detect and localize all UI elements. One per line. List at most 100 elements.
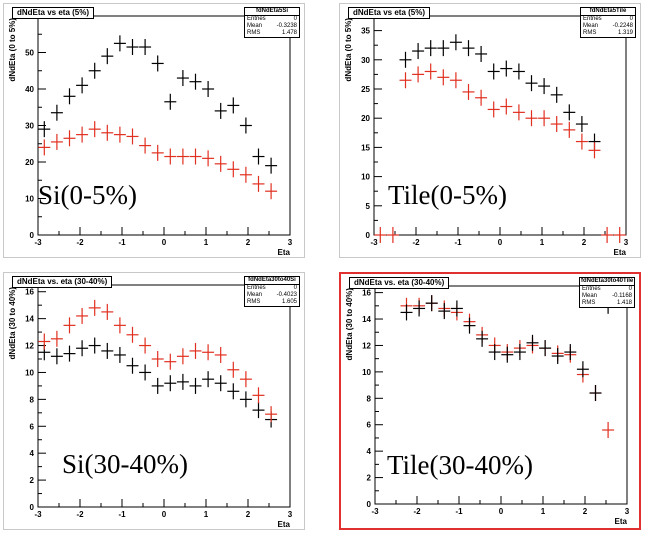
data-point — [374, 227, 387, 243]
data-point — [449, 72, 462, 89]
y-tick-label: 10 — [25, 195, 34, 204]
data-point — [501, 346, 514, 363]
data-point — [551, 348, 564, 365]
stats-mean-label: Mean — [247, 292, 263, 298]
y-tick-label: 5 — [366, 202, 371, 211]
data-point — [613, 227, 626, 243]
data-point — [176, 373, 189, 390]
x-tick-label: 1 — [204, 510, 209, 519]
data-point — [38, 121, 51, 138]
stats-entries-label: Entries — [583, 16, 602, 22]
data-point — [601, 227, 614, 243]
y-tick-label: 16 — [25, 288, 34, 297]
data-point — [463, 317, 476, 334]
stats-name: fdNdEta30to40Tile — [580, 278, 634, 286]
data-point — [88, 62, 101, 79]
plot-title: dNdEta vs eta (5%) — [348, 7, 431, 19]
y-tick-label: 4 — [30, 449, 35, 458]
plot-pad-si-0-5: -3 -2 -1 0 1 2 3 0 10 20 30 40 50 Eta dNdEta (0 to 5%)… — [3, 3, 305, 258]
plot-big-label: Tile(30-40%) — [387, 450, 533, 480]
data-point — [252, 175, 265, 192]
y-tick-label: 8 — [30, 395, 35, 404]
data-point — [227, 161, 240, 178]
data-point — [563, 104, 576, 121]
data-point — [476, 330, 489, 347]
data-point — [101, 48, 114, 65]
plot-pad-si-30-40: -3 -2 -1 0 1 2 3 0 2 4 6 8 10 12 14 16 Eta dNdEta (30 to … — [3, 272, 305, 530]
y-tick-label: 6 — [30, 422, 35, 431]
data-point — [202, 371, 215, 388]
data-point — [602, 422, 615, 439]
stats-box: fdNdEta5Si Entries 0 Mean -0.3238 RMS 1.478 — [244, 7, 300, 38]
data-point — [139, 364, 152, 381]
y-tick-label: 10 — [362, 368, 371, 377]
data-point — [189, 148, 202, 165]
data-point — [525, 75, 538, 92]
data-point — [214, 155, 227, 172]
y-tick-label: 30 — [25, 122, 34, 131]
stats-entries-label: Entries — [582, 286, 601, 292]
stats-name: fdNdEta5Tile — [581, 8, 635, 16]
x-tick-label: 2 — [582, 238, 587, 247]
x-tick-label: 1 — [541, 507, 546, 516]
data-point — [50, 104, 63, 121]
stats-mean: -0.3238 — [276, 23, 297, 29]
stats-mean-label: Mean — [247, 23, 263, 29]
data-point — [227, 97, 240, 114]
data-point — [38, 139, 51, 156]
data-point — [450, 300, 463, 317]
data-point — [386, 227, 399, 243]
data-point — [265, 157, 278, 174]
data-point — [239, 117, 252, 134]
y-axis-title: dNdEta (30 to 40%) — [8, 287, 17, 360]
stats-rms: 1.478 — [281, 30, 297, 36]
data-point — [189, 73, 202, 90]
data-point — [438, 303, 451, 320]
data-point — [424, 40, 437, 57]
data-point — [588, 142, 601, 159]
data-point — [113, 346, 126, 363]
y-tick-label: 20 — [361, 114, 370, 123]
data-point — [76, 307, 89, 324]
data-point — [563, 121, 576, 138]
data-point — [437, 40, 450, 57]
y-tick-label: 14 — [362, 315, 371, 324]
x-tick-label: -2 — [76, 510, 84, 519]
x-tick-label: -1 — [118, 510, 126, 519]
data-point — [239, 371, 252, 388]
stats-rms-label: RMS — [582, 300, 596, 306]
data-point — [412, 66, 425, 83]
x-tick-label: -1 — [455, 507, 463, 516]
data-point — [252, 148, 265, 165]
data-point — [76, 77, 89, 94]
stats-mean-label: Mean — [583, 23, 599, 29]
data-point — [88, 337, 101, 354]
x-tick-label: 1 — [204, 238, 209, 247]
stats-entries: 0 — [629, 16, 633, 22]
data-point — [449, 34, 462, 51]
data-point — [88, 299, 101, 316]
data-point — [176, 148, 189, 165]
x-tick-label: 0 — [499, 507, 504, 516]
data-point — [399, 72, 412, 89]
y-axis-title: dNdEta (0 to 5%) — [8, 18, 17, 82]
data-point — [164, 93, 177, 110]
data-point — [189, 342, 202, 359]
x-axis-title: Eta — [278, 520, 291, 529]
data-point — [151, 144, 164, 161]
data-point — [202, 150, 215, 167]
data-point — [176, 348, 189, 365]
x-tick-label: 2 — [246, 238, 251, 247]
data-point — [101, 124, 114, 141]
y-tick-label: 16 — [362, 289, 371, 298]
data-point — [525, 110, 538, 127]
x-tick-label: -1 — [118, 238, 126, 247]
plot-big-label: Tile(0-5%) — [388, 180, 507, 210]
data-point — [462, 40, 475, 57]
data-point — [526, 334, 539, 351]
y-tick-label: 20 — [25, 158, 34, 167]
y-tick-label: 14 — [25, 315, 34, 324]
plot-pad-tile-30-40[interactable]: -3 -2 -1 0 1 2 3 0 2 4 6 8 10 12 14 16 Eta dNdEta (30 to … — [339, 272, 641, 530]
